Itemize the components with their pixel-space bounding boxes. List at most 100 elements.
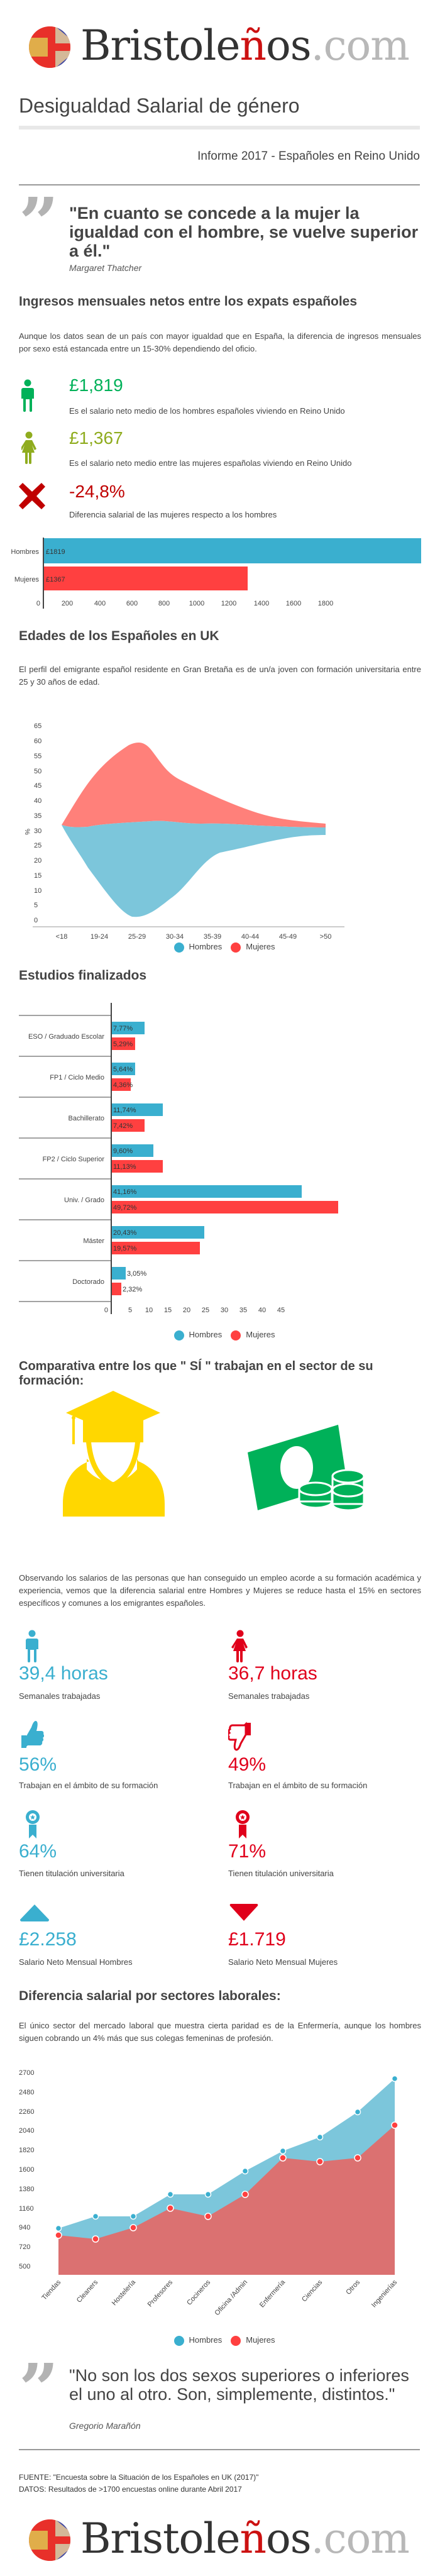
brand-text-n: ñ [239,2514,267,2563]
svg-text:2700: 2700 [19,2069,34,2077]
ages-legend: Hombres Mujeres [0,942,440,953]
svg-text:30: 30 [34,827,41,835]
svg-text:7,42%: 7,42% [113,1122,133,1130]
women-field-value: 49% [228,1754,267,1775]
thumbs-up-icon [19,1720,45,1754]
bars-mujeres [112,1037,338,1295]
svg-text:1160: 1160 [19,2205,34,2213]
svg-text:11,74%: 11,74% [113,1107,136,1114]
svg-text:2480: 2480 [19,2089,34,2096]
legend-hombres[interactable]: Hombres [189,942,223,951]
svg-text:FP2 / Ciclo Superior: FP2 / Ciclo Superior [43,1156,105,1163]
bar-mujeres[interactable] [44,567,248,590]
income-bar-chart: Hombres Mujeres £1819 £1367 0 200 400 60… [11,538,421,609]
source-note: FUENTE: "Encuesta sobre la Situación de … [19,2473,259,2482]
svg-text:25-29: 25-29 [128,933,146,941]
svg-text:£1819: £1819 [46,548,65,556]
page-title: Desigualdad Salarial de género [19,94,300,117]
svg-text:1820: 1820 [19,2147,34,2154]
section-heading-comparison: Comparativa entre los que " SÍ " trabaja… [19,1359,373,1388]
legend-dot-mujeres [231,942,241,953]
svg-text:20: 20 [183,1307,190,1314]
comparison-intro: Observando los salarios de las personas … [19,1573,421,1608]
svg-text:55: 55 [34,753,41,760]
divider [19,184,420,185]
svg-text:20,43%: 20,43% [113,1229,137,1237]
brand-text-2: os [265,2514,312,2563]
salary-gap-desc: Diferencia salarial de las mujeres respe… [69,510,277,519]
svg-text:Oficina /Admin: Oficina /Admin [213,2279,249,2317]
legend-hombres[interactable]: Hombres [189,2335,223,2345]
men-salary-value: £2.258 [19,1929,77,1950]
svg-text:0: 0 [104,1307,108,1314]
svg-text:1600: 1600 [286,600,301,607]
svg-text:10: 10 [34,887,41,895]
svg-text:500: 500 [19,2263,30,2270]
women-degree-desc: Tienen titulación universitaria [228,1869,334,1878]
legend-hombres[interactable]: Hombres [189,1330,223,1339]
svg-text:Mujeres: Mujeres [14,576,40,583]
men-field-desc: Trabajan en el ámbito de su formación [19,1781,158,1790]
sectors-area-chart: 2700 2480 2260 2040 1820 1600 1380 1160 940 720… [19,2069,399,2317]
brand-logo[interactable]: Bristoleños.com [29,19,412,70]
flag-icon [29,2519,70,2561]
svg-text:<18: <18 [56,933,68,941]
brand-logo[interactable]: Bristoleños.com [29,2512,412,2563]
salary-gap-value: -24,8% [69,482,125,501]
male-salary-value: £1,819 [69,375,123,395]
area-mujeres[interactable] [62,742,326,827]
svg-text:49,72%: 49,72% [113,1204,137,1212]
legend-dot-mujeres [231,1330,241,1341]
page-subtitle: Informe 2017 - Españoles en Reino Unido [197,150,420,163]
svg-text:5: 5 [128,1307,132,1314]
svg-text:Ingenierías: Ingenierías [370,2279,399,2309]
quote-mark-icon: ” [19,2348,59,2430]
svg-text:5,64%: 5,64% [113,1066,133,1073]
svg-text:1200: 1200 [221,600,236,607]
legend-mujeres[interactable]: Mujeres [246,942,275,951]
women-salary-desc: Salario Neto Mensual Mujeres [228,1957,338,1967]
area-mujeres[interactable] [58,2125,395,2275]
svg-text:600: 600 [126,600,138,607]
svg-text:30: 30 [221,1307,228,1314]
female-icon [231,1630,249,1666]
svg-text:5: 5 [34,902,38,909]
cross-icon [19,483,45,512]
svg-text:25: 25 [34,842,41,849]
award-ribbon-icon [25,1808,40,1843]
svg-text:1800: 1800 [318,600,333,607]
legend-dot-hombres [173,1330,184,1341]
men-degree-value: 64% [19,1841,57,1862]
svg-text:19-24: 19-24 [91,933,108,941]
svg-text:1000: 1000 [189,600,204,607]
points-hombres [55,2075,399,2232]
area-hombres[interactable] [62,821,326,917]
money-icon [245,1420,365,1517]
svg-text:41,16%: 41,16% [113,1188,137,1196]
svg-text:5,29%: 5,29% [113,1041,133,1048]
legend-mujeres[interactable]: Mujeres [246,1330,275,1339]
quote-mark-icon: ” [19,182,59,263]
brand-name: Bristoleños.com [80,19,410,73]
svg-text:25: 25 [202,1307,209,1314]
legend-dot-hombres [173,2335,184,2346]
brand-text-2: os [265,21,312,70]
svg-text:30-34: 30-34 [166,933,184,941]
female-salary-value: £1,367 [69,428,123,448]
svg-text:Ciencias: Ciencias [300,2279,324,2304]
thumbs-down-icon [227,1720,253,1754]
legend-mujeres[interactable]: Mujeres [246,2335,275,2345]
svg-text:50: 50 [34,768,41,775]
svg-text:ESO / Graduado Escolar: ESO / Graduado Escolar [28,1033,104,1041]
svg-text:7,77%: 7,77% [113,1025,133,1032]
svg-text:1400: 1400 [254,600,269,607]
award-ribbon-icon [235,1808,250,1843]
legend-dot-mujeres [231,2335,241,2346]
bar-hombres[interactable] [44,538,421,563]
svg-text:Hombres: Hombres [11,548,39,556]
male-icon [25,1630,40,1666]
svg-text:3,05%: 3,05% [127,1270,146,1278]
svg-text:Hostelería: Hostelería [111,2278,138,2307]
men-field-value: 56% [19,1754,57,1775]
